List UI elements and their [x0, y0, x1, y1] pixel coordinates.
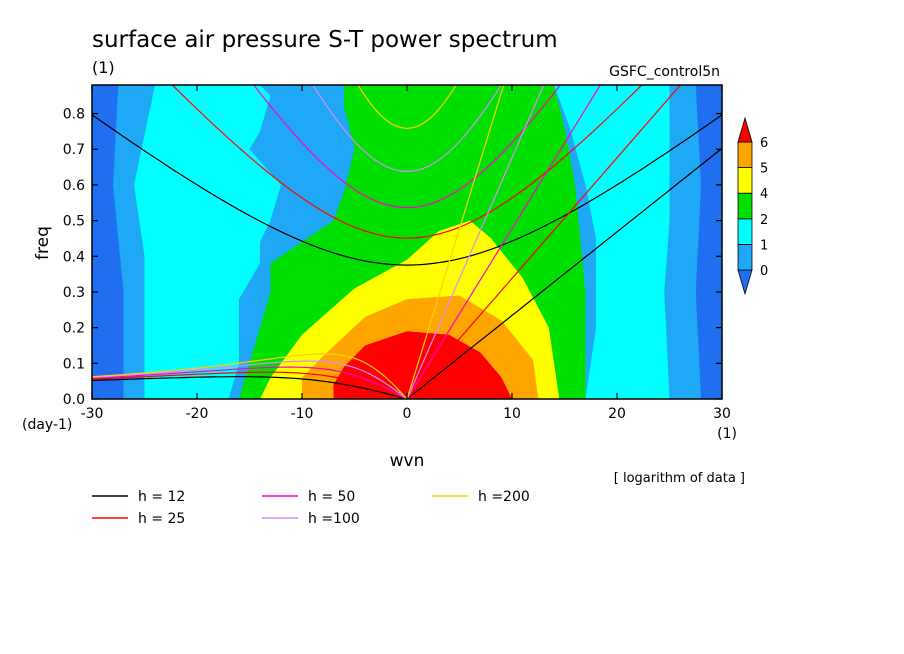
rossby-curve-h100 [92, 360, 408, 399]
legend-label: h = 25 [138, 511, 185, 527]
x-tick-label: -10 [291, 406, 314, 422]
gravity-curve-h12 [92, 114, 722, 266]
x-unit-label: (1) [717, 426, 737, 442]
x-tick-label: 20 [608, 406, 626, 422]
kelvin-curve-h25 [406, 85, 682, 399]
x-axis-label: wvn [390, 451, 425, 471]
x-tick-label: 30 [713, 406, 731, 422]
colorbar: 0 1 2 4 5 6 [737, 116, 768, 296]
x-tick-label: -30 [81, 406, 104, 422]
rossby-curve-h12 [92, 376, 408, 399]
legend-label: h =100 [308, 511, 360, 527]
y-tick-label: 0.7 [63, 142, 85, 158]
legend-label: h = 12 [138, 489, 185, 505]
kelvin-curve-h200 [406, 85, 505, 399]
y-unit-label: (day-1) [22, 417, 72, 433]
kelvin-curve-h50 [406, 85, 602, 399]
x-tick-label: 0 [403, 406, 412, 422]
colorbar-label: 0 [760, 264, 768, 279]
colorbar-label: 6 [760, 136, 768, 151]
x-tick-label: 10 [503, 406, 521, 422]
colorbar-triangle-high [737, 116, 753, 143]
y-axis-label: freq [33, 226, 53, 260]
colorbar-box [737, 167, 753, 194]
legend: h = 12 h = 25 h = 50 h =100 h =200 [92, 489, 530, 527]
gravity-curve-h50 [253, 85, 562, 209]
colorbar-box [737, 192, 753, 220]
gravity-curve-h25 [171, 85, 643, 239]
chart-subtitle: (1) [92, 58, 115, 77]
rossby-curve-h200 [92, 353, 408, 399]
y-tick-label: 0.4 [63, 249, 85, 265]
colorbar-triangle-low [737, 269, 753, 296]
colorbar-label: 1 [760, 238, 768, 253]
y-tick-label: 0.3 [63, 285, 85, 301]
contour-fill-level_6 [333, 331, 512, 399]
rossby-curve-h50 [92, 366, 408, 399]
rossby-curve-h25 [92, 371, 408, 399]
colorbar-label: 5 [760, 162, 768, 177]
y-tick-label: 0.1 [63, 356, 85, 372]
y-tick-label: 0.0 [63, 392, 85, 408]
colorbar-box [737, 141, 753, 169]
kelvin-curve-h100 [406, 85, 545, 399]
y-tick-label: 0.6 [63, 178, 85, 194]
legend-label: h =200 [478, 489, 530, 505]
chart-title: surface air pressure S-T power spectrum [92, 27, 558, 53]
y-tick-label: 0.5 [63, 214, 85, 230]
gravity-curve-h100 [312, 85, 502, 173]
legend-label: h = 50 [308, 489, 355, 505]
gravity-curve-h200 [357, 85, 457, 130]
colorbar-label: 4 [760, 187, 768, 202]
colorbar-box [737, 243, 753, 271]
y-tick-label: 0.2 [63, 321, 85, 337]
colorbar-label: 2 [760, 213, 768, 228]
colorbar-box [737, 218, 753, 245]
kelvin-curve-h12 [406, 147, 722, 399]
y-tick-label: 0.8 [63, 107, 85, 123]
source-label: GSFC_control5n [609, 64, 720, 80]
data-note: [ logarithm of data ] [614, 471, 745, 486]
contour-fill-level_1 [134, 85, 670, 399]
x-tick-label: -20 [186, 406, 209, 422]
